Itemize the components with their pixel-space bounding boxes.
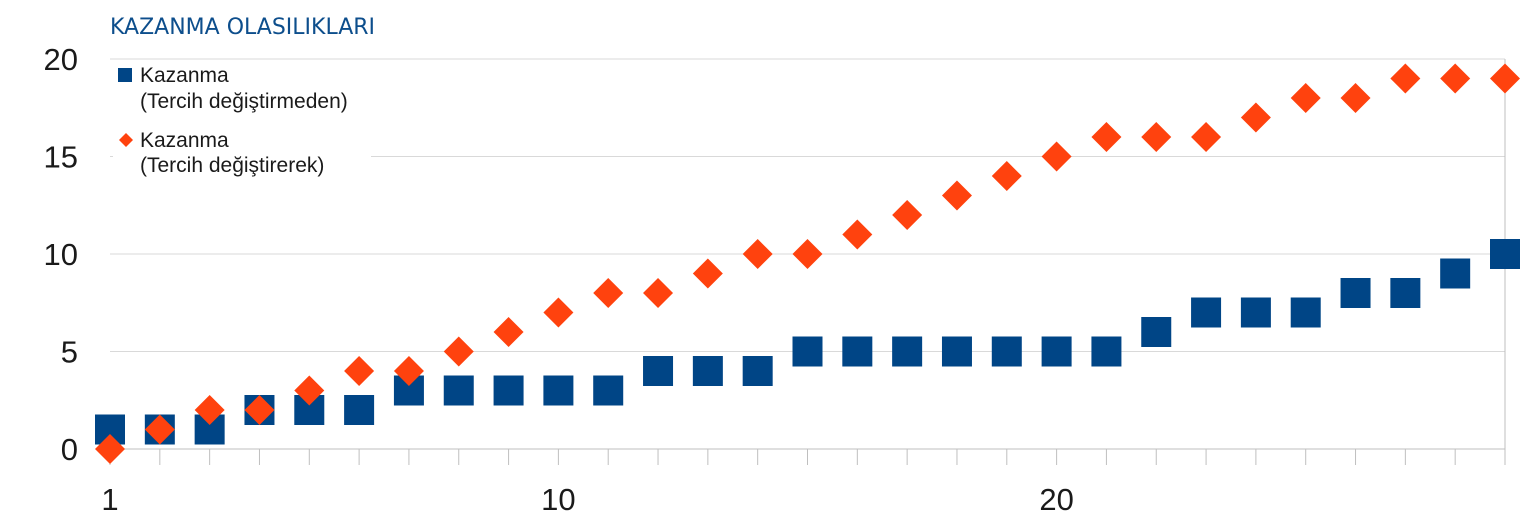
legend-series-1-line-1: Kazanma: [140, 64, 229, 87]
square-point: [1490, 239, 1520, 269]
diamond-point: [842, 219, 873, 250]
diamond-point: [294, 375, 325, 406]
series-markers: [95, 63, 1520, 464]
legend-background: [113, 60, 371, 182]
diamond-point: [493, 317, 524, 347]
diamond-point: [95, 434, 125, 464]
diamond-point: [941, 180, 972, 211]
diamond-point: [1440, 63, 1471, 94]
diamond-point: [991, 161, 1022, 191]
diamond-point: [244, 395, 275, 425]
square-point: [742, 356, 773, 386]
square-point: [991, 336, 1022, 367]
legend-series-2-line-1: Kazanma: [140, 129, 229, 152]
square-point: [892, 336, 923, 367]
legend-square-marker: [118, 68, 132, 82]
diamond-point: [1191, 122, 1222, 152]
square-point: [792, 336, 823, 367]
diamond-point: [344, 356, 375, 386]
diamond-point: [1091, 122, 1122, 152]
square-point: [941, 336, 972, 367]
diamond-point: [393, 356, 424, 386]
square-point: [1440, 258, 1471, 289]
axis-ticks: 0 5 10 15 20 1 10 20: [44, 42, 1074, 517]
diamond-point: [742, 239, 773, 269]
square-point: [692, 356, 723, 386]
square-point: [1290, 297, 1321, 328]
y-tick-label: 15: [44, 140, 78, 175]
diamond-point: [1390, 63, 1421, 94]
diamond-point: [1340, 83, 1371, 113]
square-point: [1390, 278, 1421, 308]
square-point: [593, 375, 624, 406]
legend-series-2-line-2: (Tercih değiştirerek): [140, 154, 324, 177]
square-point: [1340, 278, 1371, 308]
diamond-point: [892, 200, 923, 230]
legend-series-1-line-2: (Tercih değiştirmeden): [140, 90, 348, 113]
square-point: [643, 356, 674, 386]
square-point: [1091, 336, 1122, 367]
diamond-point: [1041, 141, 1072, 172]
square-point: [1240, 297, 1271, 328]
square-point: [443, 375, 474, 406]
series-1: [95, 239, 1520, 445]
y-tick-label: 20: [44, 42, 78, 77]
y-tick-label: 10: [44, 237, 78, 272]
diamond-point: [1240, 102, 1271, 133]
diamond-point: [194, 395, 225, 425]
diamond-point: [443, 336, 474, 367]
diamond-point: [792, 239, 823, 269]
diamond-point: [1141, 122, 1172, 152]
legend-diamond-marker: [119, 133, 133, 147]
series-2: [95, 63, 1520, 464]
x-tick-label: 1: [101, 482, 118, 517]
y-tick-label: 0: [61, 432, 78, 467]
square-point: [493, 375, 524, 406]
diamond-point: [1290, 83, 1321, 113]
square-point: [344, 395, 375, 425]
diamond-point: [543, 297, 574, 328]
diamond-point: [593, 278, 624, 308]
x-tick-label: 10: [541, 482, 575, 517]
square-point: [1141, 317, 1172, 347]
square-point: [842, 336, 873, 367]
diamond-point: [1490, 63, 1520, 94]
diamond-point: [144, 414, 175, 445]
legend: Kazanma (Tercih değiştirmeden) Kazanma (…: [113, 60, 371, 182]
square-point: [1191, 297, 1222, 328]
y-tick-label: 5: [61, 335, 78, 370]
diamond-point: [692, 258, 723, 289]
square-point: [1041, 336, 1072, 367]
diamond-point: [643, 278, 674, 308]
square-point: [543, 375, 574, 406]
chart-title: KAZANMA OLASILIKLARI: [110, 15, 375, 40]
x-tick-label: 20: [1039, 482, 1073, 517]
